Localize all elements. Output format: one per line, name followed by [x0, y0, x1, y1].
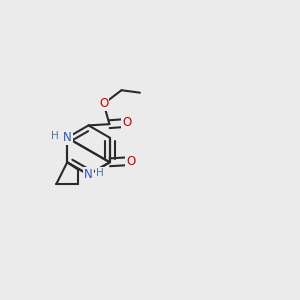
- Text: N: N: [84, 168, 93, 181]
- Text: N: N: [63, 131, 72, 144]
- Text: O: O: [99, 97, 108, 110]
- Text: O: O: [126, 154, 135, 168]
- Text: H: H: [96, 168, 104, 178]
- Text: H: H: [51, 131, 59, 141]
- Text: O: O: [122, 116, 131, 129]
